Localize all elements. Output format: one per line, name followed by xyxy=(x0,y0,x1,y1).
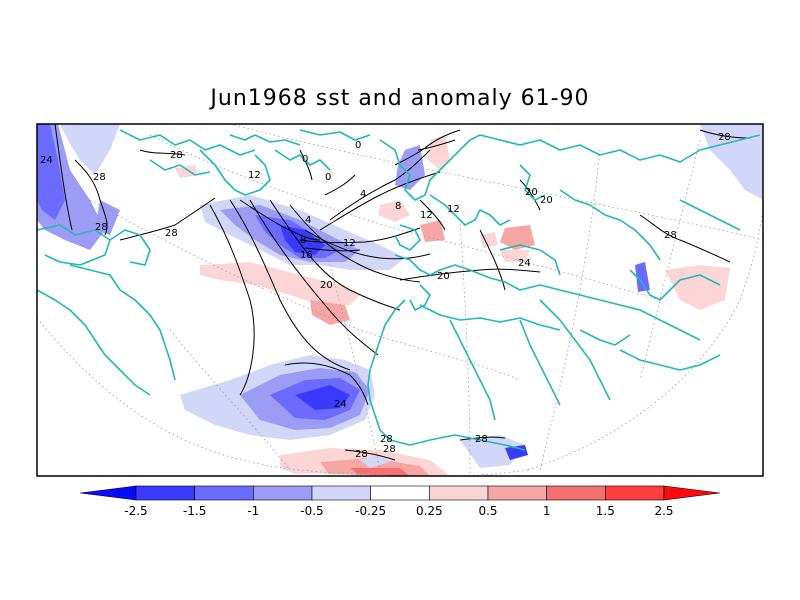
contour-label: 8 xyxy=(395,201,401,212)
contour-label: 20 xyxy=(525,187,538,198)
contour-label: 0 xyxy=(325,172,331,183)
colorbar-segment xyxy=(194,485,254,501)
coastlines xyxy=(37,129,761,451)
colorbar-tick-label: 0.5 xyxy=(478,504,497,518)
colorbar-segment xyxy=(663,485,721,501)
colorbar-tick-label: -2.5 xyxy=(124,504,147,518)
colorbar-segment xyxy=(135,485,195,501)
map-area: 24 28 28 28 12 0 0 0 4 8 16 8 12 4 12 12… xyxy=(37,124,763,476)
contour-label: 28 xyxy=(165,228,178,239)
contour-label: 20 xyxy=(540,195,553,206)
contour-label: 8 xyxy=(300,235,306,246)
contour-label: 4 xyxy=(360,189,366,200)
sst-contours xyxy=(54,124,751,461)
contour-label: 28 xyxy=(383,444,396,455)
colorbar-tick-label: 2.5 xyxy=(654,504,673,518)
colorbar-segment xyxy=(487,485,547,501)
contour-label: 24 xyxy=(334,399,347,410)
colorbar-segment xyxy=(79,485,137,501)
contour-label: 16 xyxy=(300,250,313,261)
contour-label: 28 xyxy=(93,172,106,183)
contour-label: 20 xyxy=(320,280,333,291)
contour-label: 12 xyxy=(420,210,433,221)
contour-label: 28 xyxy=(664,230,677,241)
contour-label: 12 xyxy=(343,238,356,249)
colorbar-segment xyxy=(546,485,606,501)
colorbar-segment xyxy=(605,485,665,501)
contour-label: 12 xyxy=(447,204,460,215)
contour-label: 0 xyxy=(355,140,361,151)
colorbar-segment xyxy=(370,485,430,501)
contour-label: 12 xyxy=(248,170,261,181)
colorbar-segment xyxy=(253,485,313,501)
contour-label: 28 xyxy=(355,449,368,460)
contour-labels: 24 28 28 28 12 0 0 0 4 8 16 8 12 4 12 12… xyxy=(40,132,731,460)
colorbar: -2.5 -1.5 -1 -0.5 -0.25 0.25 0.5 1 1.5 2.5 xyxy=(79,485,721,518)
contour-label: 28 xyxy=(380,434,393,445)
contour-label: 4 xyxy=(305,215,311,226)
contour-label: 28 xyxy=(170,150,183,161)
contour-label: 28 xyxy=(718,132,731,143)
colorbar-tick-label: -0.5 xyxy=(300,504,323,518)
colorbar-segment xyxy=(311,485,371,501)
contour-label: 28 xyxy=(475,434,488,445)
contour-label: 24 xyxy=(518,258,531,269)
map-frame xyxy=(36,123,764,477)
colorbar-tick-label: -1.5 xyxy=(183,504,206,518)
colorbar-tick-label: -0.25 xyxy=(355,504,386,518)
colorbar-tick-label: 0.25 xyxy=(416,504,443,518)
colorbar-segment xyxy=(429,485,489,501)
contour-label: 20 xyxy=(437,271,450,282)
contour-label: 0 xyxy=(302,154,308,165)
map-title: Jun1968 sst and anomaly 61-90 xyxy=(210,86,590,111)
contour-label: 28 xyxy=(95,222,108,233)
colorbar-tick-label: -1 xyxy=(247,504,259,518)
colorbar-tick-label: 1 xyxy=(543,504,551,518)
colorbar-tick-label: 1.5 xyxy=(596,504,615,518)
contour-label: 24 xyxy=(40,155,53,166)
